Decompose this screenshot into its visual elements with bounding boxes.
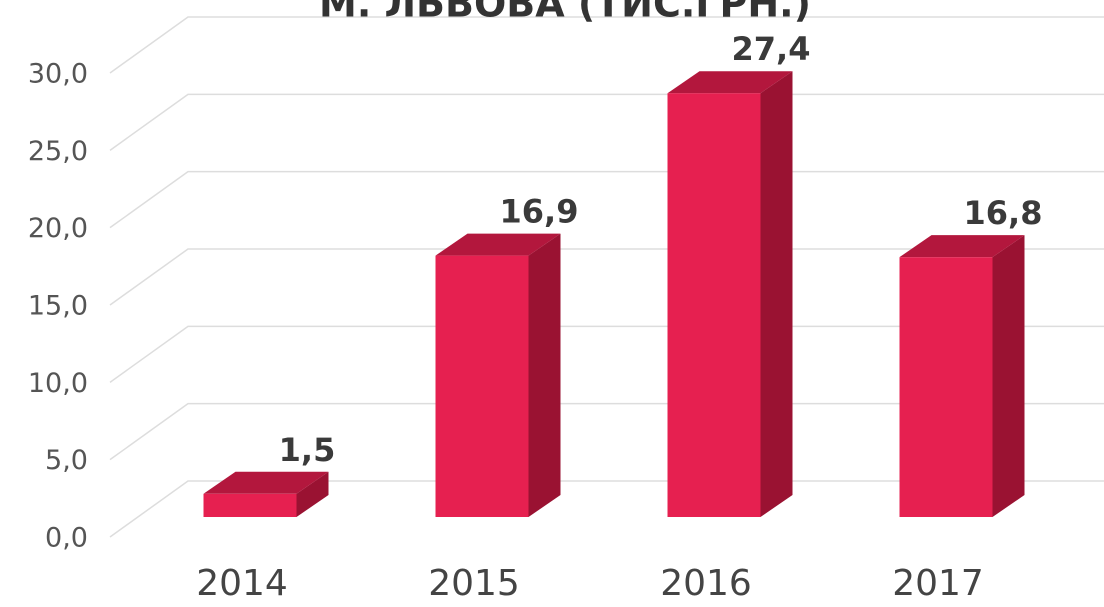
bar-top: [435, 233, 561, 256]
grid-line: [109, 93, 1104, 151]
bar: [435, 255, 529, 517]
grid-line: [109, 480, 1104, 538]
chart-title: М. ЛЬВОВА (ТИС.ГРН.): [319, 0, 811, 26]
y-tick-label: 15,0: [28, 291, 88, 322]
x-tick-label: 2016: [660, 563, 752, 604]
y-tick-label: 10,0: [28, 368, 88, 399]
y-tick-label: 25,0: [28, 136, 88, 167]
bar-side: [992, 235, 1025, 517]
grid-line: [109, 402, 1104, 461]
bar-top: [203, 471, 329, 494]
value-label: 16,9: [500, 193, 579, 231]
bar: [899, 257, 993, 517]
bar: [667, 93, 761, 518]
bar-side: [760, 71, 793, 518]
value-label: 27,4: [732, 30, 811, 68]
bar: [203, 493, 297, 517]
y-tick-label: 5,0: [45, 445, 88, 476]
x-tick-label: 2014: [196, 563, 288, 604]
x-tick-label: 2015: [428, 563, 520, 604]
y-tick-label: 30,0: [28, 59, 88, 90]
bar-top: [667, 71, 793, 94]
value-label: 16,8: [964, 194, 1043, 232]
bar-side: [528, 233, 561, 517]
y-tick-label: 20,0: [28, 213, 88, 244]
grid-line: [109, 248, 1104, 306]
bar-top: [899, 235, 1025, 258]
value-label: 1,5: [279, 431, 336, 469]
grid-line: [109, 325, 1104, 383]
grid-line: [109, 170, 1104, 229]
y-tick-label: 0,0: [45, 523, 88, 554]
x-tick-label: 2017: [892, 563, 984, 604]
grid-line: [109, 16, 1104, 74]
bar-side: [296, 471, 329, 517]
